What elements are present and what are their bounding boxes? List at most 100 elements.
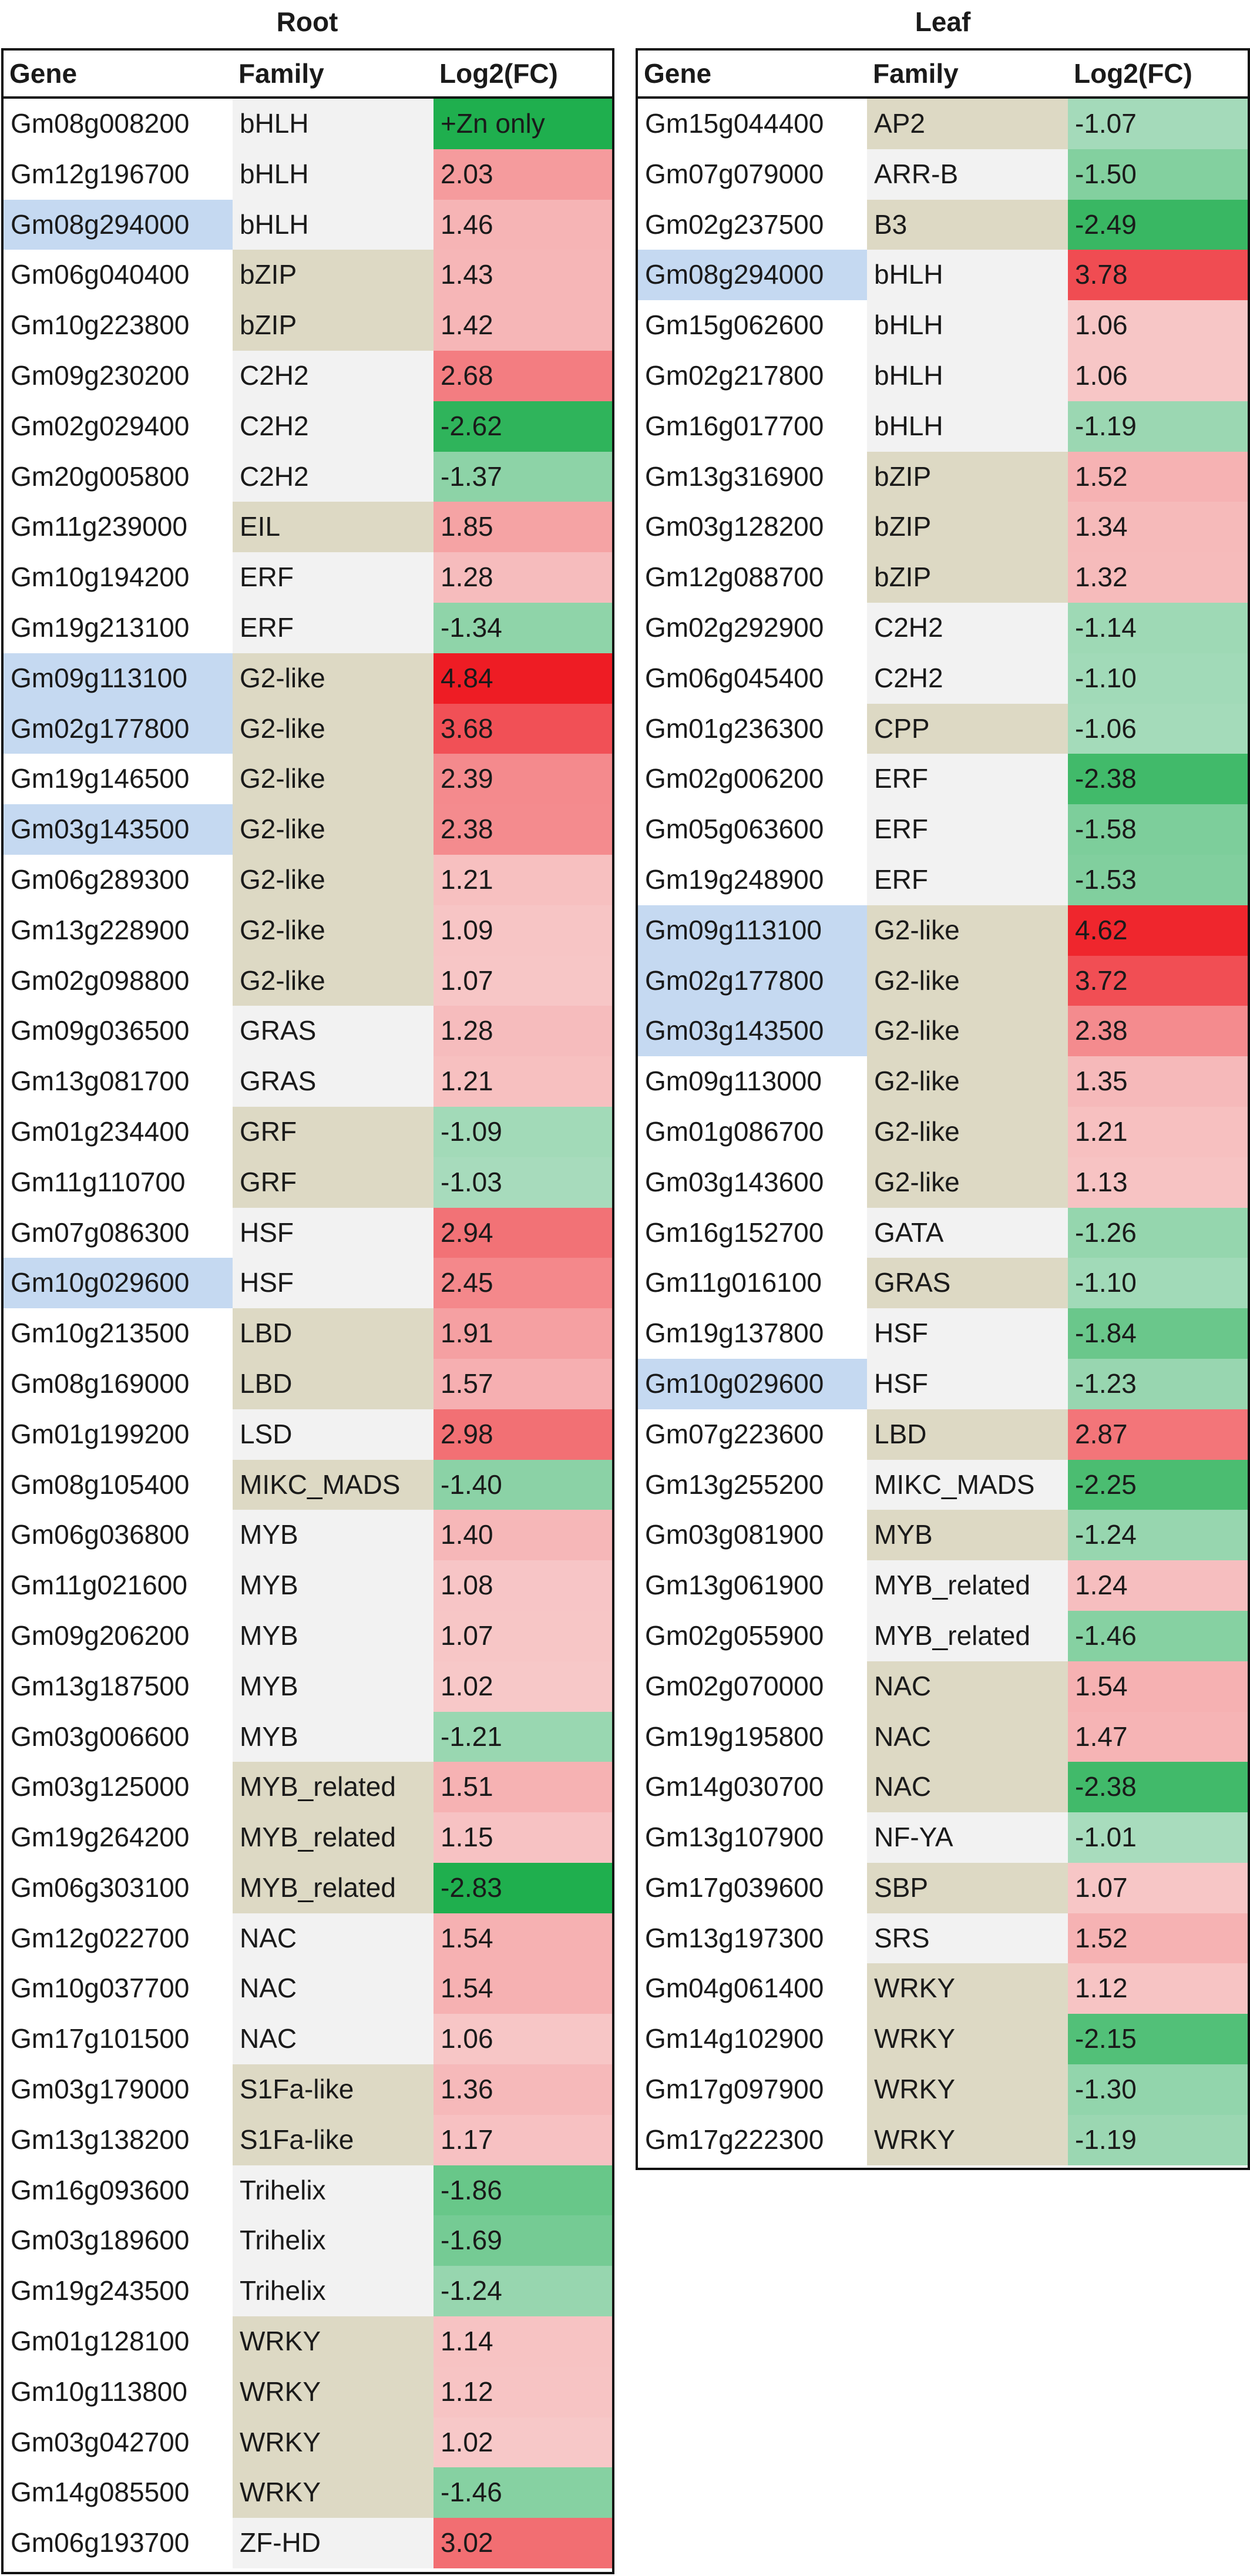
gene-cell: Gm09g206200 (11, 1620, 190, 1651)
log2fc-cell: -1.50 (1068, 149, 1248, 200)
log2fc-cell: 3.68 (434, 703, 612, 754)
table-row: Gm11g021600 MYB 1.08 (4, 1560, 612, 1611)
gene-cell: Gm10g194200 (11, 562, 190, 593)
log2fc-cell: -2.15 (1068, 2014, 1248, 2065)
log2fc-cell: 1.06 (434, 2014, 612, 2065)
table-row: Gm03g143500 G2-like 2.38 (4, 804, 612, 855)
family-cell: LBD (867, 1409, 1068, 1460)
gene-cell: Gm03g143600 (645, 1166, 824, 1197)
log2fc-cell: 1.07 (1068, 1862, 1248, 1913)
table-row: Gm07g079000 ARR-B -1.50 (638, 149, 1248, 200)
table-row: Gm10g029600 HSF 2.45 (4, 1258, 612, 1309)
table-row: Gm19g248900 ERF -1.53 (638, 854, 1248, 905)
gene-cell: Gm19g264200 (11, 1822, 190, 1853)
family-cell: G2-like (867, 1106, 1068, 1157)
family-cell: SRS (867, 1913, 1068, 1964)
gene-cell: Gm03g006600 (11, 1721, 190, 1752)
family-cell: MYB (233, 1510, 434, 1561)
table-row: Gm10g029600 HSF -1.23 (638, 1358, 1248, 1409)
family-cell: ERF (867, 804, 1068, 855)
gene-cell: Gm11g016100 (645, 1267, 822, 1298)
gene-cell: Gm10g029600 (4, 1258, 233, 1309)
table-row: Gm15g062600 bHLH 1.06 (638, 300, 1248, 351)
table-row: Gm12g196700 bHLH 2.03 (4, 149, 612, 200)
table-row: Gm07g086300 HSF 2.94 (4, 1207, 612, 1258)
family-cell: EIL (233, 502, 434, 553)
log2fc-cell: 1.21 (1068, 1106, 1248, 1157)
table-row: Gm19g137800 HSF -1.84 (638, 1308, 1248, 1359)
family-cell: G2-like (233, 955, 434, 1006)
gene-cell: Gm13g255200 (645, 1469, 824, 1500)
gene-column-header: Gene (9, 58, 78, 89)
table-row: Gm14g102900 WRKY -2.15 (638, 2014, 1248, 2065)
family-cell: GRF (233, 1106, 434, 1157)
log2fc-cell: -1.09 (434, 1106, 612, 1157)
table-row: Gm02g177800 G2-like 3.72 (638, 955, 1248, 1006)
gene-cell: Gm10g223800 (11, 310, 190, 341)
family-column-header: Family (873, 58, 959, 89)
family-cell: LSD (233, 1409, 434, 1460)
family-cell: C2H2 (233, 451, 434, 502)
table-row: Gm06g036800 MYB 1.40 (4, 1510, 612, 1561)
gene-cell: Gm09g113000 (645, 1066, 822, 1097)
family-cell: MYB (233, 1661, 434, 1712)
gene-cell: Gm01g234400 (11, 1116, 190, 1147)
log2fc-cell: -1.69 (434, 2215, 612, 2266)
log2fc-cell: 1.06 (1068, 300, 1248, 351)
log2fc-cell: 2.87 (1068, 1409, 1248, 1460)
gene-cell: Gm02g177800 (4, 703, 233, 754)
family-cell: SBP (867, 1862, 1068, 1913)
gene-cell: Gm13g107900 (645, 1822, 824, 1853)
gene-cell: Gm15g044400 (645, 108, 824, 139)
gene-cell: Gm17g101500 (11, 2023, 190, 2054)
gene-cell: Gm07g086300 (11, 1217, 190, 1248)
gene-cell: Gm13g081700 (11, 1066, 190, 1097)
gene-cell: Gm19g213100 (11, 612, 190, 643)
log2fc-cell: 1.34 (1068, 502, 1248, 553)
family-cell: MYB (233, 1711, 434, 1762)
gene-cell: Gm01g086700 (645, 1116, 824, 1147)
gene-cell: Gm10g213500 (11, 1318, 190, 1349)
log2fc-cell: 1.24 (1068, 1560, 1248, 1611)
log2fc-column-header: Log2(FC) (439, 58, 558, 89)
log2fc-cell: -2.38 (1068, 754, 1248, 805)
gene-cell: Gm02g098800 (11, 965, 190, 996)
table-row: Gm19g213100 ERF -1.34 (4, 602, 612, 653)
table-header: Gene Family Log2(FC) (4, 51, 612, 99)
family-cell: GRAS (233, 1056, 434, 1107)
log2fc-cell: 1.32 (1068, 552, 1248, 603)
log2fc-cell: 4.84 (434, 653, 612, 704)
gene-cell: Gm06g193700 (11, 2527, 190, 2558)
family-cell: G2-like (867, 905, 1068, 956)
family-cell: MYB (233, 1610, 434, 1661)
gene-cell: Gm19g248900 (645, 864, 824, 895)
table-row: Gm17g097900 WRKY -1.30 (638, 2064, 1248, 2115)
table-row: Gm09g113000 G2-like 1.35 (638, 1056, 1248, 1107)
leaf-table: Gene Family Log2(FC) Gm15g044400 AP2 -1.07… (636, 48, 1250, 2170)
gene-cell: Gm14g030700 (645, 1771, 824, 1802)
family-cell: GRAS (233, 1006, 434, 1057)
family-cell: CPP (867, 703, 1068, 754)
log2fc-cell: 2.98 (434, 1409, 612, 1460)
table-row: Gm12g022700 NAC 1.54 (4, 1913, 612, 1964)
table-row: Gm10g113800 WRKY 1.12 (4, 2366, 612, 2417)
table-row: Gm10g213500 LBD 1.91 (4, 1308, 612, 1359)
family-cell: bHLH (867, 350, 1068, 401)
family-cell: Trihelix (233, 2165, 434, 2216)
gene-cell: Gm08g294000 (638, 250, 867, 301)
log2fc-column-header: Log2(FC) (1074, 58, 1192, 89)
log2fc-cell: -1.21 (434, 1711, 612, 1762)
root-table: Gene Family Log2(FC) Gm08g008200 bHLH +Zn … (1, 48, 614, 2574)
log2fc-cell: -1.01 (1068, 1812, 1248, 1863)
family-cell: NAC (867, 1661, 1068, 1712)
family-cell: HSF (233, 1258, 434, 1309)
table-row: Gm03g125000 MYB_related 1.51 (4, 1762, 612, 1813)
gene-cell: Gm13g316900 (645, 461, 824, 492)
log2fc-cell: -1.37 (434, 451, 612, 502)
log2fc-cell: 1.07 (434, 955, 612, 1006)
gene-cell: Gm06g303100 (11, 1872, 190, 1903)
log2fc-cell: -1.10 (1068, 1258, 1248, 1309)
gene-cell: Gm09g230200 (11, 360, 190, 391)
family-cell: NAC (233, 2014, 434, 2065)
table-row: Gm02g029400 C2H2 -2.62 (4, 401, 612, 452)
